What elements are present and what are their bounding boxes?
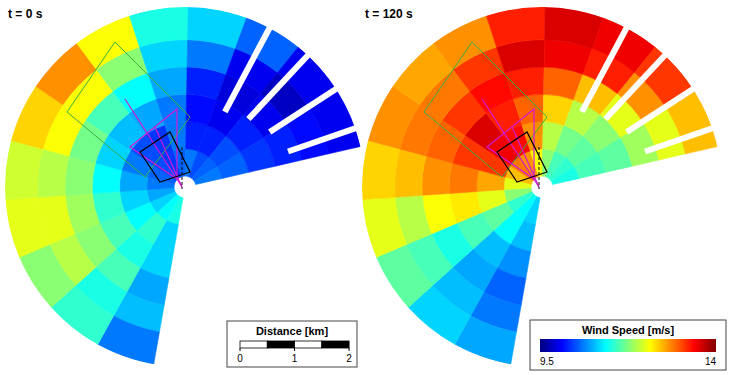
scale-bar-tick: [240, 348, 241, 351]
color-bar-label: 14: [705, 356, 717, 367]
color-bar-title: Wind Speed [m/s]: [582, 324, 675, 336]
cell: [38, 149, 69, 197]
scale-bar-label: 1: [292, 353, 298, 364]
scale-bar-segment: [267, 341, 294, 348]
cell: [434, 16, 497, 70]
cell: [5, 140, 43, 199]
scale-bar-box: [227, 321, 357, 367]
figure: t = 0 s Distance [km] 0 1 2 t = 120 s Wind Spe…: [0, 0, 730, 375]
overlay: [424, 42, 547, 189]
outline-green: [67, 42, 190, 177]
arrow-magenta: [512, 127, 539, 187]
cell: [551, 167, 579, 185]
scale-bar-label: 2: [346, 353, 352, 364]
dashed-line: [539, 147, 540, 189]
outline-green: [424, 42, 547, 177]
cell: [129, 7, 188, 47]
panel-title: t = 120 s: [365, 7, 413, 21]
cell: [362, 140, 400, 199]
cell: [147, 188, 175, 202]
scale-bar-segment: [240, 341, 267, 348]
scale-bar: Distance [km] 0 1 2: [227, 321, 357, 367]
cell: [194, 167, 222, 185]
scale-bar-tick: [294, 348, 295, 351]
cell: [362, 197, 406, 257]
color-bar-box: [530, 320, 726, 370]
blade-gap: [288, 126, 361, 151]
cells: [5, 7, 360, 364]
blade-gap: [270, 86, 341, 132]
blade-gap: [627, 86, 698, 132]
scale-bar-segment: [322, 341, 349, 348]
scale-bar-title: Distance [km]: [256, 325, 328, 337]
arrow-magenta: [155, 127, 182, 187]
scale-bar-label: 0: [237, 353, 243, 364]
cells: [362, 7, 717, 364]
cell: [395, 149, 426, 197]
cell: [504, 188, 532, 202]
scale-bar-segment: [295, 341, 322, 348]
blade-gap: [645, 126, 718, 151]
scale-bar-tick: [349, 348, 350, 351]
cell: [5, 197, 49, 257]
panel-title: t = 0 s: [8, 7, 43, 21]
cell: [77, 16, 140, 70]
color-bar-label: 9.5: [540, 356, 554, 367]
cell: [486, 7, 545, 47]
cell: [120, 190, 150, 213]
panel: [362, 7, 718, 364]
overlay: [67, 42, 190, 189]
cell: [477, 190, 507, 213]
dashed-line: [182, 147, 183, 189]
color-bar-gradient: [540, 339, 716, 352]
color-bar: Wind Speed [m/s] 9.5 14: [530, 320, 726, 370]
panel: [5, 7, 361, 364]
